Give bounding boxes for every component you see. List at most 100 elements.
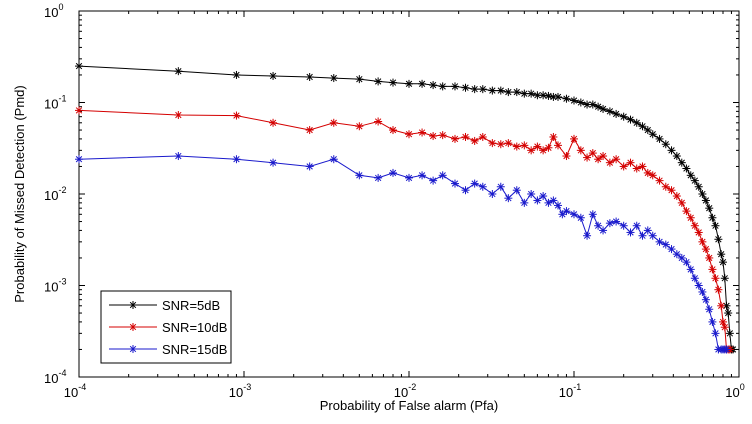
data-point — [711, 221, 720, 230]
data-point — [478, 132, 487, 141]
data-point — [488, 86, 497, 95]
data-point — [694, 228, 703, 237]
data-point — [562, 207, 571, 216]
data-point — [672, 152, 681, 161]
data-point — [554, 92, 563, 101]
data-point — [725, 329, 734, 338]
data-point — [389, 168, 398, 177]
legend-entry: SNR=5dB — [109, 298, 220, 313]
data-point — [461, 132, 470, 141]
data-point — [619, 112, 628, 121]
data-point — [450, 134, 459, 143]
y-axis-label: Probability of Missed Detection (Pmd) — [12, 85, 27, 302]
data-point — [711, 329, 720, 338]
data-point — [75, 155, 83, 164]
data-point — [588, 149, 597, 158]
data-point — [174, 111, 183, 120]
data-point — [75, 62, 83, 71]
x-tick-label: 10-1 — [559, 382, 581, 400]
data-point — [470, 136, 479, 145]
data-point — [705, 305, 714, 314]
x-tick-base: 10 — [64, 385, 78, 400]
data-point — [554, 201, 563, 210]
data-point — [374, 77, 383, 86]
data-point — [632, 221, 641, 230]
data-point — [686, 265, 695, 274]
data-point — [527, 190, 536, 198]
y-tick-exponent: 0 — [58, 2, 63, 12]
y-tick-label: 10-1 — [44, 94, 66, 112]
data-point — [438, 131, 447, 140]
data-point — [329, 74, 338, 83]
x-tick-exponent: -4 — [78, 382, 86, 392]
data-point — [648, 231, 657, 240]
data-point — [626, 158, 635, 167]
data-point — [701, 295, 710, 304]
data-point — [612, 109, 621, 118]
data-point — [690, 274, 699, 283]
x-tick-base: 10 — [394, 385, 408, 400]
data-point — [533, 196, 542, 205]
data-point — [429, 81, 438, 90]
data-point — [698, 237, 707, 246]
x-tick-label: 100 — [725, 382, 744, 400]
data-point — [549, 196, 558, 205]
data-point — [269, 118, 278, 127]
data-point — [588, 210, 597, 219]
data-point — [661, 140, 670, 149]
data-point — [544, 143, 553, 152]
data-point — [562, 94, 571, 103]
data-point — [269, 158, 278, 167]
data-point — [174, 67, 183, 76]
data-point — [667, 146, 676, 155]
data-point — [520, 198, 529, 207]
data-point — [504, 194, 513, 203]
y-tick-label: 10-3 — [44, 277, 66, 295]
data-point — [429, 132, 438, 141]
x-tick-exponent: -2 — [408, 382, 416, 392]
data-point — [450, 82, 459, 91]
data-point — [599, 226, 608, 235]
data-point — [667, 186, 676, 195]
x-tick-base: 10 — [559, 385, 573, 400]
data-point — [554, 141, 563, 150]
data-point — [576, 146, 585, 155]
data-point — [374, 117, 383, 126]
data-point — [329, 118, 338, 127]
data-point — [648, 130, 657, 139]
data-point — [682, 207, 691, 216]
data-point — [438, 82, 447, 91]
data-point — [355, 122, 364, 131]
y-tick-label: 10-2 — [44, 185, 66, 203]
data-point — [174, 152, 183, 161]
data-point — [576, 98, 585, 107]
data-point — [717, 301, 726, 310]
legend-label: SNR=15dB — [162, 342, 227, 357]
data-point — [722, 345, 731, 354]
data-point — [305, 126, 314, 135]
data-point — [488, 139, 497, 148]
axis-ticks — [78, 10, 740, 378]
data-point — [690, 176, 699, 185]
data-point — [717, 250, 726, 259]
y-tick-base: 10 — [44, 5, 58, 20]
data-point — [305, 162, 314, 171]
data-point — [527, 89, 536, 98]
data-point — [269, 71, 278, 80]
data-point — [389, 126, 398, 135]
data-point — [405, 79, 413, 88]
data-point — [305, 72, 314, 81]
y-tick-exponent: -3 — [58, 277, 66, 287]
x-axis-label: Probability of False alarm (Pfa) — [320, 398, 498, 413]
data-point — [355, 75, 364, 84]
data-point — [667, 245, 676, 254]
legend-entry: SNR=10dB — [109, 320, 227, 335]
data-point — [527, 146, 536, 155]
data-point — [504, 139, 513, 148]
data-point — [461, 186, 470, 195]
legend-marker — [129, 301, 137, 309]
series-layer — [75, 62, 738, 354]
data-point — [705, 204, 714, 213]
